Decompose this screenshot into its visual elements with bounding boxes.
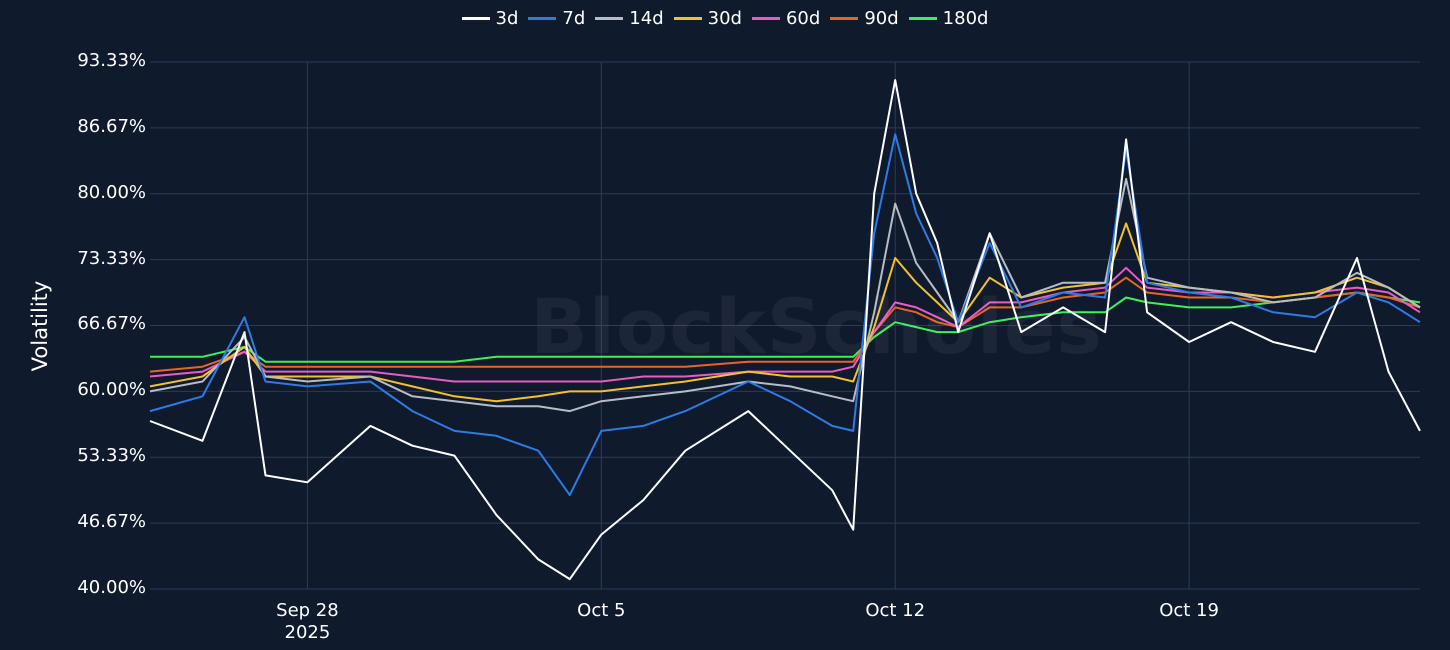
legend-item-3d[interactable]: 3d <box>461 8 519 29</box>
y-tick-label: 93.33% <box>77 50 146 71</box>
y-tick-label: 53.33% <box>77 445 146 467</box>
x-tick-label: Sep 28 2025 <box>247 600 367 644</box>
y-tick-label: 46.67% <box>77 511 146 533</box>
legend-swatch <box>830 17 859 20</box>
y-tick-label: 73.33% <box>77 247 146 269</box>
series-line-3d <box>149 79 1421 581</box>
legend-swatch <box>751 17 780 20</box>
y-tick-label: 66.67% <box>77 313 146 335</box>
legend-item-90d[interactable]: 90d <box>830 8 899 29</box>
y-tick-label: 80.00% <box>77 181 146 203</box>
legend-swatch <box>908 17 937 20</box>
legend-label: 180d <box>942 8 989 29</box>
legend-label: 3d <box>495 8 519 29</box>
legend-item-14d[interactable]: 14d <box>595 8 664 29</box>
x-tick-text: Oct 12 <box>865 600 926 621</box>
legend-swatch <box>595 17 624 20</box>
y-tick-label: 86.67% <box>77 115 146 137</box>
y-tick-label: 40.00% <box>77 577 146 598</box>
legend: 3d 7d 14d 30d 60d 90d 180d <box>0 8 1450 29</box>
legend-item-180d[interactable]: 180d <box>908 8 989 29</box>
x-tick-text: Sep 28 <box>276 600 339 621</box>
grid <box>150 61 1420 590</box>
legend-swatch <box>673 17 702 20</box>
x-tick-text: Oct 19 <box>1159 600 1219 621</box>
legend-item-30d[interactable]: 30d <box>673 8 742 29</box>
x-tick-year: 2025 <box>284 622 331 643</box>
legend-label: 30d <box>707 8 742 29</box>
legend-label: 90d <box>864 8 899 29</box>
legend-swatch <box>528 17 557 20</box>
y-tick-label: 60.00% <box>77 379 146 401</box>
watermark: BlockScholes <box>530 282 1103 371</box>
x-tick-label: Oct 19 <box>1129 600 1249 622</box>
legend-item-60d[interactable]: 60d <box>751 8 821 29</box>
series-lines <box>149 79 1421 581</box>
legend-item-7d[interactable]: 7d <box>528 8 585 29</box>
x-tick-text: Oct 5 <box>577 600 626 621</box>
series-line-7d <box>149 133 1421 497</box>
legend-swatch <box>461 17 490 20</box>
x-tick-label: Oct 5 <box>541 600 661 622</box>
legend-label: 7d <box>562 8 586 29</box>
legend-label: 14d <box>629 8 664 29</box>
legend-label: 60d <box>785 8 821 29</box>
x-tick-label: Oct 12 <box>835 600 955 622</box>
